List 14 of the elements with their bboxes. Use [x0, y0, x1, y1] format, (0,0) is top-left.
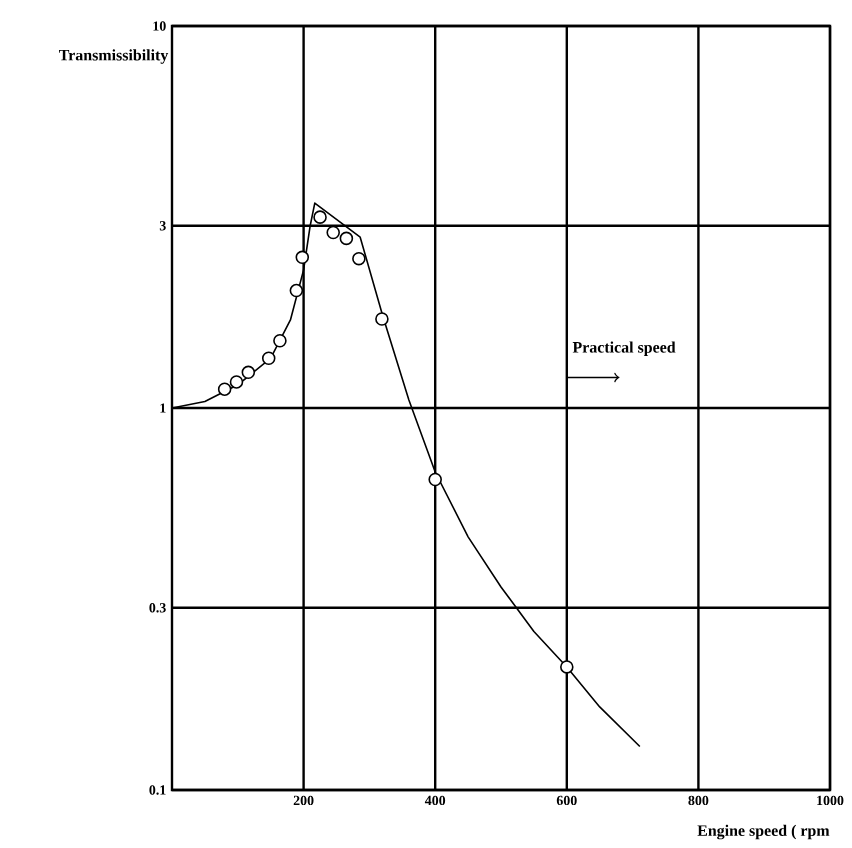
point: [375, 312, 389, 326]
point: [428, 472, 442, 487]
point: [295, 250, 310, 265]
point: [217, 382, 232, 396]
point: [313, 210, 327, 224]
point: [560, 660, 574, 674]
point: [229, 375, 244, 389]
point: [241, 365, 256, 380]
point: [352, 251, 366, 266]
point: [273, 333, 287, 348]
point: [261, 351, 276, 365]
point: [339, 231, 354, 246]
point: [289, 283, 304, 298]
point: [326, 225, 340, 240]
